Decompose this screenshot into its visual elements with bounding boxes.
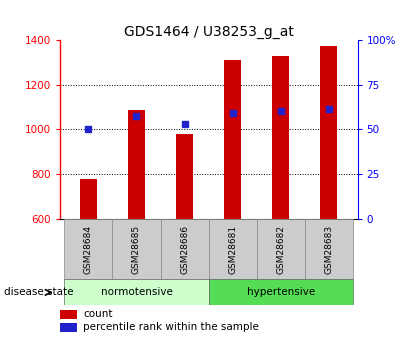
Bar — [161, 219, 209, 279]
Text: disease state: disease state — [4, 287, 74, 297]
Bar — [65, 219, 113, 279]
Bar — [320, 47, 337, 219]
Bar — [128, 110, 145, 219]
Text: GSM28685: GSM28685 — [132, 225, 141, 274]
Bar — [209, 279, 353, 305]
Text: GSM28686: GSM28686 — [180, 225, 189, 274]
Text: hypertensive: hypertensive — [247, 287, 315, 297]
Bar — [80, 179, 97, 219]
Title: GDS1464 / U38253_g_at: GDS1464 / U38253_g_at — [124, 24, 293, 39]
Bar — [65, 279, 209, 305]
Bar — [113, 219, 161, 279]
Bar — [176, 134, 193, 219]
Text: count: count — [83, 309, 113, 319]
Text: GSM28684: GSM28684 — [84, 225, 93, 274]
Text: GSM28681: GSM28681 — [228, 225, 237, 274]
Bar — [224, 60, 241, 219]
Bar — [60, 323, 77, 332]
Bar — [256, 219, 305, 279]
Text: normotensive: normotensive — [101, 287, 173, 297]
Bar — [60, 310, 77, 318]
Bar — [305, 219, 353, 279]
Bar — [209, 219, 256, 279]
Text: GSM28683: GSM28683 — [324, 225, 333, 274]
Text: GSM28682: GSM28682 — [276, 225, 285, 274]
Bar — [272, 57, 289, 219]
Text: percentile rank within the sample: percentile rank within the sample — [83, 322, 259, 332]
